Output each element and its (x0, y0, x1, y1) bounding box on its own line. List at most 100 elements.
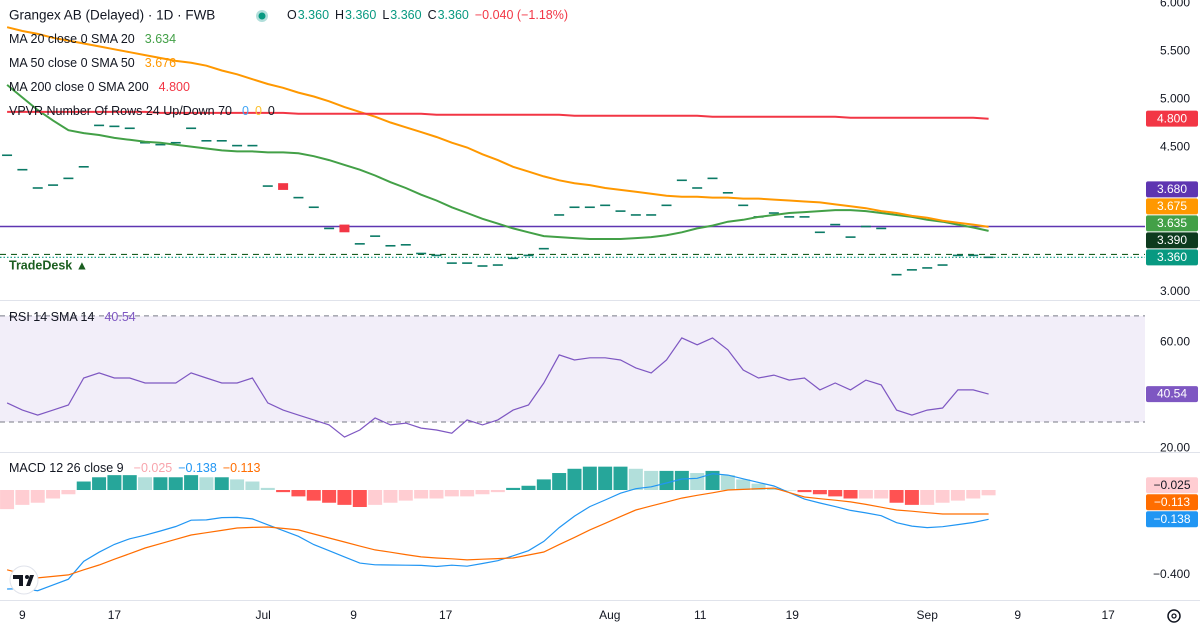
histogram-bar (199, 477, 214, 491)
histogram-bar (0, 490, 15, 510)
histogram-bar (613, 466, 628, 491)
histogram-bar (76, 481, 91, 491)
gear-ring[interactable] (1167, 609, 1181, 623)
histogram-bar (904, 490, 919, 505)
tv-logo (9, 565, 39, 595)
legend-entry: MACD 12 26 close 9 −0.025 −0.138 −0.113 (9, 461, 261, 475)
histogram-bar (337, 490, 352, 505)
legend-value: 0 (268, 104, 275, 118)
ohlc-value: 3.360 (345, 8, 376, 22)
histogram-bar (414, 490, 429, 499)
histogram-bar (674, 470, 689, 491)
watermark-label: TradeDesk ▲ (9, 258, 88, 272)
y-tick-label: 6.000 (1160, 0, 1190, 9)
price-badge-label: −0.025 (1153, 478, 1190, 492)
histogram-bar (352, 490, 367, 507)
histogram-bar (950, 490, 965, 501)
histogram-bar (30, 490, 45, 503)
ohlc-key: H (335, 8, 344, 22)
price-badge-label: 3.680 (1157, 182, 1187, 196)
legend-name: VPVR Number Of Rows 24 Up/Down 70 (9, 104, 232, 118)
histogram-bar (628, 468, 643, 491)
histogram-bar (429, 490, 444, 499)
legend-name: MA 50 close 0 SMA 50 (9, 56, 135, 70)
price-badge (1146, 215, 1198, 232)
y-tick-label: 20.00 (1160, 441, 1190, 455)
histogram-bar (306, 490, 321, 501)
histogram-bar (659, 470, 674, 491)
chart-title: Grangex AB (Delayed) · 1D · FWB (9, 8, 215, 23)
y-tick-label: −0.400 (1153, 567, 1190, 581)
legend-name: MACD 12 26 close 9 (9, 461, 124, 475)
settings-icon[interactable] (1167, 609, 1181, 623)
histogram-bar (981, 490, 996, 496)
histogram-bar (920, 490, 935, 505)
histogram-bar (874, 490, 889, 499)
histogram-bar (552, 473, 567, 491)
price-badge-label: −0.138 (1153, 512, 1190, 526)
histogram-bar (245, 481, 260, 491)
x-tick-label: 9 (19, 608, 26, 622)
histogram-bar (398, 490, 413, 501)
moving-average-line (6, 84, 989, 240)
histogram-bar (506, 487, 521, 491)
histogram-bar (812, 490, 827, 495)
histogram-bar (368, 490, 383, 505)
x-tick-label: 17 (108, 608, 122, 622)
legend-value: −0.138 (178, 461, 217, 475)
y-tick-label: 3.000 (1160, 284, 1190, 298)
histogram-bar (276, 490, 291, 493)
histogram-bar (966, 490, 981, 499)
legend-name: RSI 14 SMA 14 (9, 310, 95, 324)
price-badge (1146, 511, 1198, 528)
legend-value: 40.54 (104, 310, 135, 324)
ohlc-key: L (382, 8, 389, 22)
legend-value: −0.113 (223, 461, 261, 475)
status-dot (258, 12, 266, 20)
price-badge-label: 3.360 (1157, 250, 1187, 264)
histogram-bar (122, 475, 137, 491)
histogram-bar (889, 490, 904, 503)
histogram-bar (843, 490, 858, 499)
legend-entry: MA 200 close 0 SMA 200 4.800 (9, 80, 190, 94)
legend-name: MA 20 close 0 SMA 20 (9, 32, 135, 46)
candle (278, 183, 289, 190)
histogram-bar (184, 475, 199, 491)
histogram-bar (690, 473, 705, 491)
y-tick-label: 5.500 (1160, 43, 1190, 57)
legend-entry: MA 20 close 0 SMA 20 3.634 (9, 32, 176, 46)
histogram-bar (168, 477, 183, 491)
histogram-bar (475, 490, 490, 495)
y-tick-label: 4.500 (1160, 140, 1190, 154)
macd-line (7, 473, 989, 592)
histogram-bar (322, 490, 337, 503)
y-tick-label: 5.000 (1160, 92, 1190, 106)
histogram-bar (828, 490, 843, 497)
histogram-bar (736, 479, 751, 491)
histogram-bar (644, 470, 659, 491)
histogram-bar (230, 479, 245, 491)
ohlc-legend: O3.360 H3.360 L3.360 C3.360 −0.040 (−1.18%) (287, 8, 568, 22)
x-tick-label: 17 (439, 608, 453, 622)
price-badge (1146, 232, 1198, 249)
gear-hub[interactable] (1171, 613, 1177, 619)
legend-value: 0 (242, 104, 249, 118)
price-badge-label: 4.800 (1157, 111, 1187, 125)
histogram-bar (383, 490, 398, 503)
x-tick-label: 19 (786, 608, 800, 622)
legend-name: MA 200 close 0 SMA 200 (9, 80, 149, 94)
histogram-bar (214, 477, 229, 491)
price-badge (1146, 386, 1198, 403)
ohlc-value: 3.360 (298, 8, 329, 22)
histogram-bar (15, 490, 30, 505)
rsi-line (6, 337, 989, 438)
price-badge-label: 3.390 (1157, 233, 1187, 247)
histogram-bar (567, 468, 582, 491)
histogram-bar (797, 490, 812, 493)
histogram-bar (536, 479, 551, 491)
histogram-bar (705, 470, 720, 491)
histogram-bar (521, 485, 536, 491)
x-tick-label: Jul (255, 608, 270, 622)
